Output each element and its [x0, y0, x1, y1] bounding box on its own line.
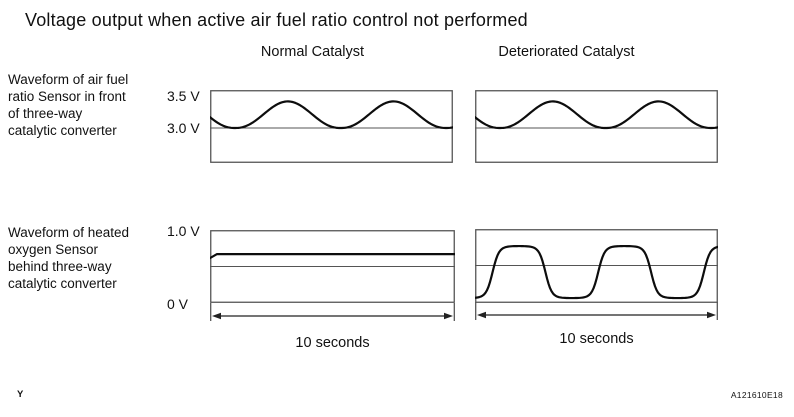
row-label-front-af-sensor: Waveform of air fuel ratio Sensor in fro… [8, 72, 129, 138]
tick-label-3-5v: 3.5 V [167, 88, 200, 104]
tick-label-0v: 0 V [167, 296, 189, 312]
waveform-panel-front-sensor-normal [210, 90, 453, 163]
time-span-arrow-normal [210, 303, 455, 325]
time-span-arrow-deteriorated [475, 302, 718, 324]
row-label-rear-o2-sensor: Waveform of heated oxygen Sensor behind … [8, 225, 130, 291]
figure-code: A121610E18 [730, 390, 783, 400]
column-header-normal-catalyst: Normal Catalyst [260, 44, 365, 60]
waveform-panel-rear-sensor-normal [210, 230, 455, 303]
time-span-label-deteriorated: 10 seconds [559, 331, 634, 347]
figure-title: Voltage output when active air fuel rati… [25, 10, 528, 30]
waveform-panel-rear-sensor-deteriorated [475, 229, 718, 303]
column-header-deteriorated-catalyst: Deteriorated Catalyst [498, 44, 635, 60]
time-span-label-normal: 10 seconds [295, 335, 370, 351]
waveform-panel-front-sensor-deteriorated [475, 90, 718, 163]
tick-label-1-0v: 1.0 V [167, 223, 200, 239]
page-mark-y: Y [17, 389, 24, 400]
tick-label-3-0v: 3.0 V [167, 120, 200, 136]
